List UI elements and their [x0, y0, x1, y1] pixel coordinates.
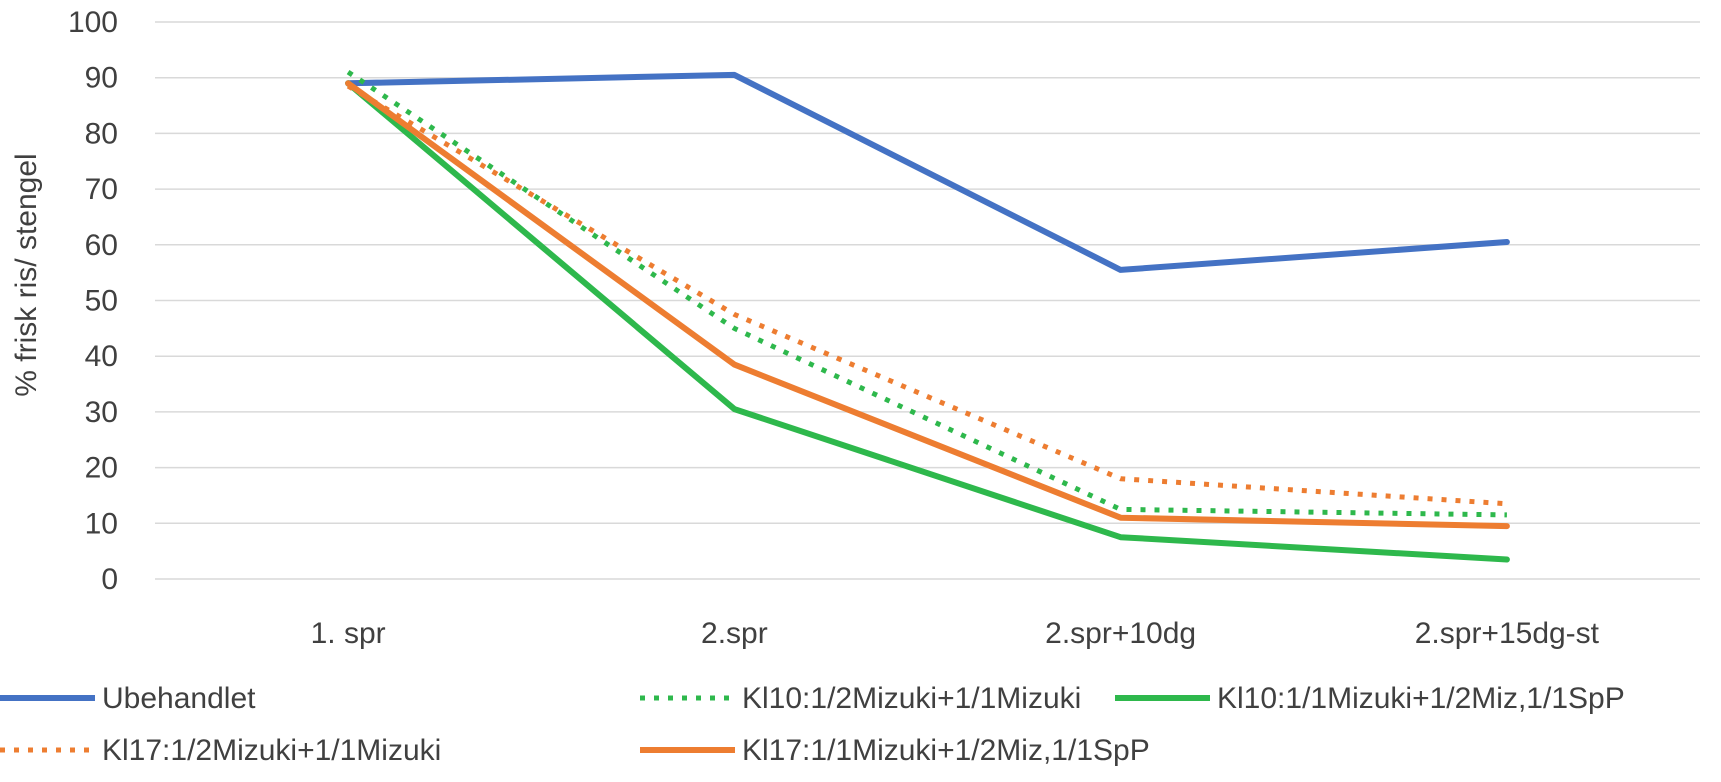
series-line-5 — [345, 80, 1510, 530]
legend-label: Kl17:1/2Mizuki+1/1Mizuki — [102, 734, 441, 767]
y-tick-label: 80 — [85, 117, 118, 150]
series-lines — [345, 70, 1510, 563]
x-tick-label: 2.spr+10dg — [1045, 617, 1196, 650]
y-axis-ticks: 0 10 20 30 40 50 60 70 80 90 100 — [68, 6, 118, 596]
y-tick-label: 100 — [68, 6, 118, 39]
gridlines — [155, 21, 1700, 580]
legend-label: Kl10:1/2Mizuki+1/1Mizuki — [742, 682, 1081, 715]
x-tick-label: 1. spr — [311, 617, 386, 650]
y-tick-label: 70 — [85, 173, 118, 206]
x-tick-label: 2.spr+15dg-st — [1415, 617, 1600, 650]
series-line-1 — [345, 71, 1510, 273]
legend-label: Kl10:1/1Mizuki+1/2Miz,1/1SpP — [1217, 682, 1625, 715]
series-line-3 — [345, 80, 1510, 563]
y-tick-label: 40 — [85, 340, 118, 373]
legend-label: Ubehandlet — [102, 682, 256, 715]
y-tick-label: 30 — [85, 396, 118, 429]
series-line-4 — [346, 83, 1508, 507]
x-axis-ticks: 1. spr 2.spr 2.spr+10dg 2.spr+15dg-st — [311, 617, 1600, 650]
series-line-2 — [346, 70, 1507, 518]
y-tick-label: 10 — [85, 507, 118, 540]
y-tick-label: 20 — [85, 452, 118, 485]
y-tick-label: 90 — [85, 62, 118, 95]
legend: Ubehandlet Kl10:1/2Mizuki+1/1Mizuki Kl10:1… — [0, 682, 1625, 767]
y-tick-label: 60 — [85, 229, 118, 262]
legend-label: Kl17:1/1Mizuki+1/2Miz,1/1SpP — [742, 734, 1150, 767]
x-tick-label: 2.spr — [701, 617, 768, 650]
y-tick-label: 50 — [85, 285, 118, 318]
y-axis-label: % frisk ris/ stengel — [10, 153, 43, 396]
y-tick-label: 0 — [101, 563, 118, 596]
